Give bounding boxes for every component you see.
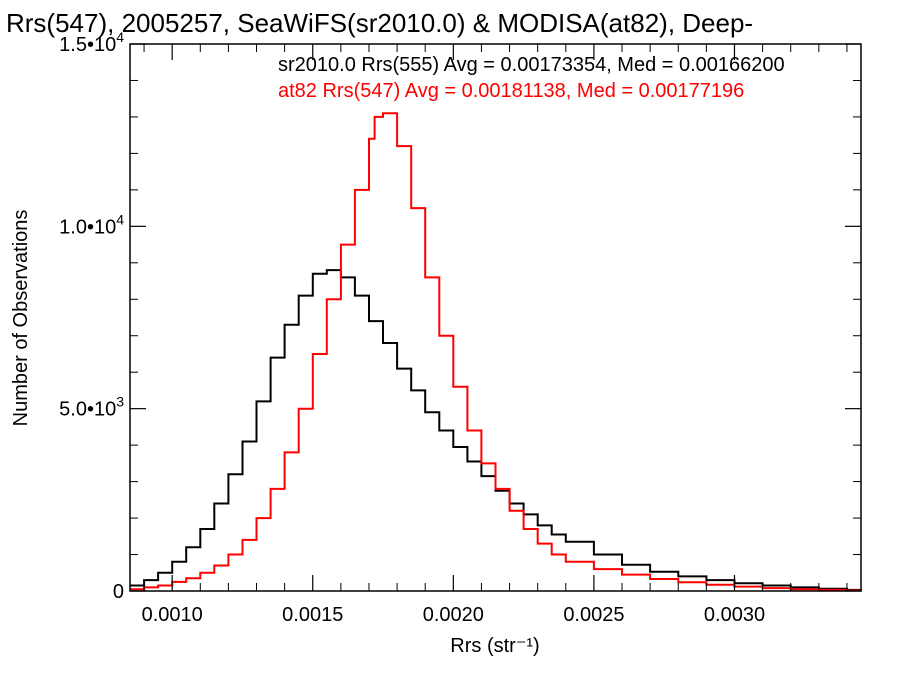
- y-tick-label: 5.0•103: [59, 394, 124, 421]
- series-layer: [130, 112, 862, 592]
- y-axis-label: Number of Observations: [10, 210, 32, 427]
- y-tick-label: 1.0•104: [59, 211, 124, 238]
- x-tick-label: 0.0015: [282, 604, 343, 626]
- y-tick-labels: 0 5.0•103 1.0•104 1.5•104: [59, 29, 124, 603]
- x-tick-label: 0.0030: [704, 604, 765, 626]
- legend-entry-at82: at82 Rrs(547) Avg = 0.00181138, Med = 0.…: [278, 80, 744, 102]
- tick-layer: [130, 43, 861, 592]
- y-tick-label: 0: [113, 581, 124, 603]
- legend-entry-sr2010: sr2010.0 Rrs(555) Avg = 0.00173354, Med …: [278, 54, 785, 76]
- series-line-sr2010-0: [130, 269, 862, 591]
- x-tick-labels: 0.0010 0.0015 0.0020 0.0025 0.0030: [142, 604, 765, 626]
- plot-frame: [129, 43, 862, 592]
- series-line-at82: [130, 112, 862, 592]
- chart-title: Rrs(547), 2005257, SeaWiFS(sr2010.0) & M…: [6, 8, 753, 38]
- x-axis-label: Rrs (str⁻¹): [450, 635, 539, 657]
- y-tick-label: 1.5•104: [59, 29, 124, 56]
- x-tick-label: 0.0025: [563, 604, 624, 626]
- x-tick-label: 0.0010: [142, 604, 203, 626]
- x-tick-label: 0.0020: [423, 604, 484, 626]
